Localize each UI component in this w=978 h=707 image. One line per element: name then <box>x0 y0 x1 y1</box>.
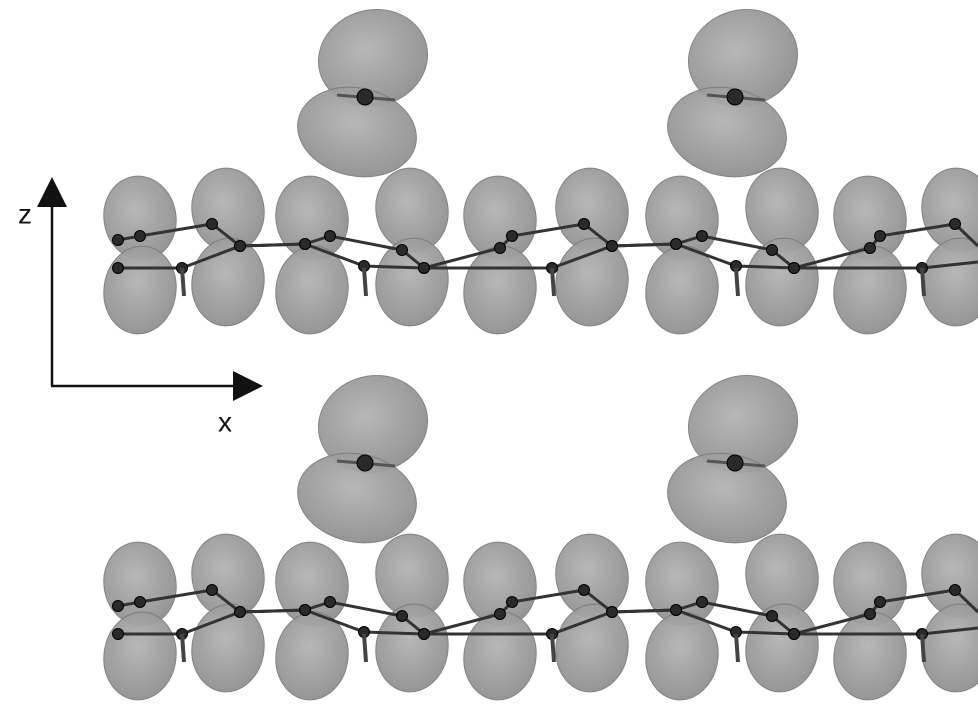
atom <box>207 219 218 230</box>
atom <box>113 235 124 246</box>
atom <box>579 585 590 596</box>
atom <box>579 219 590 230</box>
orbital-lobe <box>370 599 454 696</box>
atom <box>727 455 743 471</box>
atom <box>789 629 800 640</box>
atom <box>113 601 124 612</box>
bond <box>182 268 184 296</box>
atom <box>950 219 961 230</box>
orbital-figure: z x <box>0 0 978 707</box>
atom <box>875 597 886 608</box>
orbital-lobe <box>740 599 824 696</box>
atom <box>671 239 682 250</box>
atom <box>207 585 218 596</box>
bond <box>552 268 554 296</box>
atom <box>767 611 778 622</box>
x-axis-label: x <box>218 406 232 437</box>
atom <box>727 89 743 105</box>
atom <box>325 597 336 608</box>
atom <box>507 597 518 608</box>
orbital-lobe <box>550 599 634 696</box>
atom <box>495 243 506 254</box>
bond <box>922 268 924 296</box>
orbital-lobe <box>916 599 978 696</box>
orbital-lobe <box>370 233 454 330</box>
orbital-lobe <box>98 607 182 704</box>
page: z x (() => { const data = JSON.parse(doc… <box>0 0 978 707</box>
bond <box>736 634 738 662</box>
atom <box>865 243 876 254</box>
atom <box>419 263 430 274</box>
atom <box>767 245 778 256</box>
orbital-lobe <box>186 233 270 330</box>
bond <box>182 634 184 662</box>
atom <box>300 605 311 616</box>
atom <box>357 89 373 105</box>
atom <box>789 263 800 274</box>
orbital-lobe <box>186 599 270 696</box>
orbital-lobe <box>740 233 824 330</box>
atom <box>865 609 876 620</box>
bond <box>922 634 924 662</box>
atom <box>235 607 246 618</box>
atom <box>300 239 311 250</box>
atom <box>607 241 618 252</box>
atom <box>113 263 124 274</box>
orbital-lobe <box>916 233 978 330</box>
atom <box>507 231 518 242</box>
atom <box>607 607 618 618</box>
atom <box>950 585 961 596</box>
atom <box>135 597 146 608</box>
bond <box>552 634 554 662</box>
z-axis-label: z <box>18 198 32 229</box>
bond <box>364 268 366 296</box>
atom <box>397 611 408 622</box>
bond <box>736 268 738 296</box>
atom <box>113 629 124 640</box>
atom <box>875 231 886 242</box>
molecules <box>97 0 978 705</box>
atom <box>135 231 146 242</box>
atom <box>495 609 506 620</box>
atom <box>357 455 373 471</box>
bond <box>364 634 366 662</box>
atom <box>697 597 708 608</box>
atom <box>671 605 682 616</box>
atom <box>397 245 408 256</box>
atom <box>325 231 336 242</box>
atom <box>697 231 708 242</box>
orbital-lobe <box>550 233 634 330</box>
orbital-lobe <box>98 241 182 338</box>
atom <box>419 629 430 640</box>
atom <box>235 241 246 252</box>
